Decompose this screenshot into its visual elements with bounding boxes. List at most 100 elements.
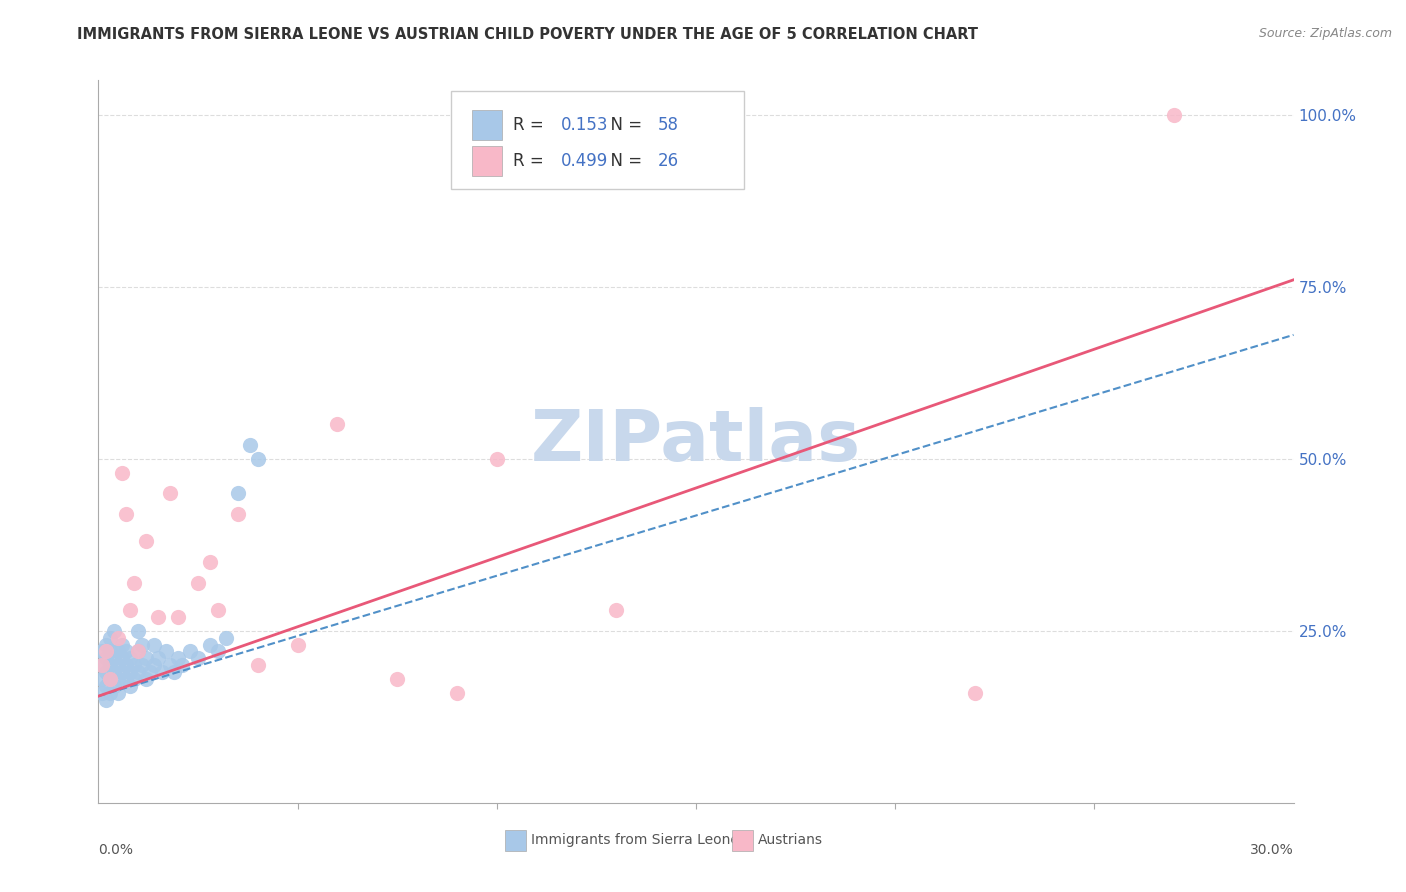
- Point: [98, 644, 122, 658]
- Point: [131, 658, 153, 673]
- Point: [148, 651, 170, 665]
- Text: R =: R =: [513, 153, 550, 170]
- Point: [143, 638, 166, 652]
- Bar: [505, 830, 526, 851]
- Point: [326, 417, 349, 432]
- Point: [172, 658, 194, 673]
- Point: [385, 672, 409, 686]
- Point: [124, 658, 146, 673]
- Point: [446, 686, 468, 700]
- Point: [167, 651, 190, 665]
- FancyBboxPatch shape: [451, 91, 744, 189]
- Point: [115, 672, 138, 686]
- Point: [135, 651, 157, 665]
- Point: [107, 644, 129, 658]
- Point: [111, 665, 134, 679]
- Point: [115, 507, 138, 521]
- Point: [198, 638, 221, 652]
- Point: [91, 658, 114, 673]
- Point: [120, 665, 142, 679]
- Point: [239, 438, 262, 452]
- Point: [91, 686, 114, 700]
- Point: [287, 638, 309, 652]
- Point: [91, 672, 114, 686]
- Point: [103, 651, 125, 665]
- Point: [96, 644, 118, 658]
- Point: [96, 679, 118, 693]
- Point: [605, 603, 627, 617]
- Point: [96, 638, 118, 652]
- Point: [246, 658, 269, 673]
- Bar: [733, 830, 754, 851]
- Point: [107, 631, 129, 645]
- Point: [91, 644, 114, 658]
- Point: [163, 665, 186, 679]
- Point: [107, 672, 129, 686]
- Point: [155, 644, 177, 658]
- Point: [107, 658, 129, 673]
- Point: [96, 692, 118, 706]
- Point: [207, 603, 229, 617]
- Point: [207, 644, 229, 658]
- Point: [167, 610, 190, 624]
- Point: [115, 658, 138, 673]
- Point: [127, 644, 149, 658]
- Point: [124, 672, 146, 686]
- Point: [198, 555, 221, 569]
- Text: 0.0%: 0.0%: [98, 843, 134, 856]
- Point: [111, 638, 134, 652]
- Point: [963, 686, 986, 700]
- Point: [103, 665, 125, 679]
- Bar: [472, 146, 502, 177]
- Point: [131, 638, 153, 652]
- Text: IMMIGRANTS FROM SIERRA LEONE VS AUSTRIAN CHILD POVERTY UNDER THE AGE OF 5 CORREL: IMMIGRANTS FROM SIERRA LEONE VS AUSTRIAN…: [77, 27, 979, 42]
- Point: [215, 631, 238, 645]
- Point: [485, 451, 508, 466]
- Point: [127, 665, 149, 679]
- Text: Austrians: Austrians: [758, 833, 823, 847]
- Point: [91, 658, 114, 673]
- Text: 0.499: 0.499: [561, 153, 609, 170]
- Text: 26: 26: [658, 153, 679, 170]
- Point: [98, 686, 122, 700]
- Point: [1163, 108, 1185, 122]
- Point: [111, 651, 134, 665]
- Text: R =: R =: [513, 116, 550, 134]
- Point: [120, 603, 142, 617]
- Point: [98, 658, 122, 673]
- Point: [98, 631, 122, 645]
- Point: [98, 672, 122, 686]
- Point: [96, 651, 118, 665]
- Point: [96, 665, 118, 679]
- Text: N =: N =: [600, 153, 648, 170]
- Bar: [472, 110, 502, 140]
- Text: N =: N =: [600, 116, 648, 134]
- Point: [127, 624, 149, 638]
- Point: [120, 651, 142, 665]
- Point: [120, 679, 142, 693]
- Point: [115, 644, 138, 658]
- Point: [135, 672, 157, 686]
- Point: [150, 665, 173, 679]
- Point: [103, 624, 125, 638]
- Point: [187, 651, 209, 665]
- Text: ZIPatlas: ZIPatlas: [531, 407, 860, 476]
- Point: [246, 451, 269, 466]
- Point: [107, 686, 129, 700]
- Text: Source: ZipAtlas.com: Source: ZipAtlas.com: [1258, 27, 1392, 40]
- Point: [139, 665, 162, 679]
- Point: [159, 486, 181, 500]
- Point: [187, 575, 209, 590]
- Point: [124, 575, 146, 590]
- Point: [159, 658, 181, 673]
- Point: [111, 466, 134, 480]
- Text: Immigrants from Sierra Leone: Immigrants from Sierra Leone: [531, 833, 740, 847]
- Text: 58: 58: [658, 116, 679, 134]
- Point: [135, 534, 157, 549]
- Point: [148, 610, 170, 624]
- Point: [179, 644, 201, 658]
- Text: 0.153: 0.153: [561, 116, 609, 134]
- Point: [226, 507, 249, 521]
- Point: [103, 679, 125, 693]
- Point: [127, 644, 149, 658]
